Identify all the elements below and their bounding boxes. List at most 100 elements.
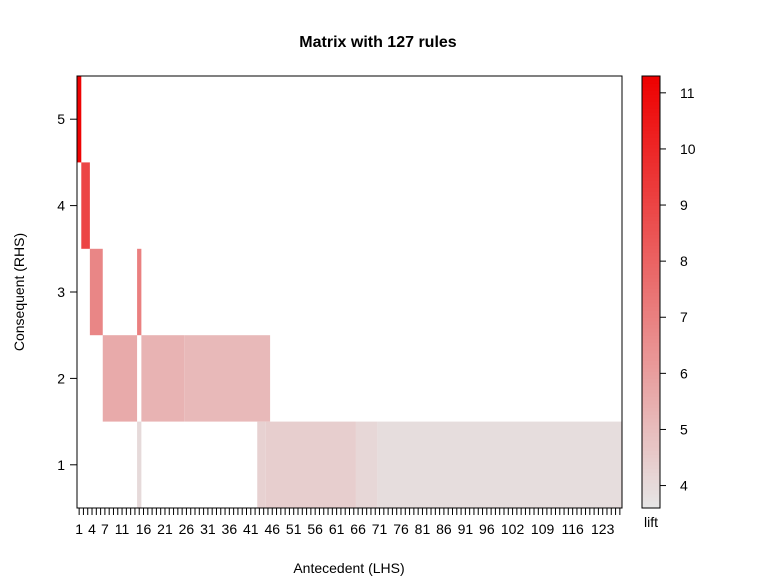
- legend-gradient-step: [642, 281, 660, 286]
- legend-tick-label: 8: [680, 253, 688, 269]
- legend-gradient-step: [642, 342, 660, 347]
- legend-gradient-step: [642, 241, 660, 246]
- legend-gradient-step: [642, 94, 660, 99]
- legend-gradient-step: [642, 151, 660, 156]
- legend-gradient-step: [642, 457, 660, 462]
- legend-gradient-step: [642, 205, 660, 210]
- x-tick-label: 102: [501, 521, 525, 537]
- heatmap-cells: [77, 76, 622, 508]
- legend-gradient-step: [642, 86, 660, 91]
- heatmap-cell: [355, 421, 378, 508]
- legend-gradient-step: [642, 216, 660, 221]
- legend-gradient-step: [642, 454, 660, 459]
- x-tick-label: 16: [136, 521, 152, 537]
- legend-gradient-step: [642, 400, 660, 405]
- legend-gradient-step: [642, 443, 660, 448]
- x-tick-label: 56: [307, 521, 323, 537]
- legend-gradient-step: [642, 227, 660, 232]
- legend-gradient-step: [642, 122, 660, 127]
- heatmap-cell: [89, 248, 103, 336]
- legend-gradient-step: [642, 104, 660, 109]
- legend-gradient-step: [642, 374, 660, 379]
- y-tick-label: 3: [57, 284, 65, 300]
- legend-gradient-step: [642, 76, 660, 81]
- heatmap-cell: [77, 76, 82, 163]
- legend-gradient-step: [642, 346, 660, 351]
- legend-gradient-step: [642, 418, 660, 423]
- legend-gradient-step: [642, 133, 660, 138]
- legend-tick-label: 10: [680, 141, 696, 157]
- legend-gradient-step: [642, 169, 660, 174]
- heatmap-cell: [257, 421, 266, 508]
- legend-tick-label: 4: [680, 478, 688, 494]
- legend-gradient-step: [642, 230, 660, 235]
- legend-gradient-step: [642, 83, 660, 88]
- legend-gradient-step: [642, 155, 660, 160]
- legend-gradient-step: [642, 335, 660, 340]
- x-tick-label: 123: [591, 521, 615, 537]
- legend-gradient-step: [642, 385, 660, 390]
- y-axis: 1 2 3 4 5: [57, 111, 77, 473]
- x-tick-label: 31: [200, 521, 216, 537]
- x-tick-label: 86: [436, 521, 452, 537]
- legend-gradient-step: [642, 292, 660, 297]
- legend-gradient-step: [642, 392, 660, 397]
- legend-gradient-step: [642, 446, 660, 451]
- legend-gradient-step: [642, 158, 660, 163]
- legend-gradient-step: [642, 295, 660, 300]
- x-tick-label: 46: [264, 521, 280, 537]
- legend-gradient-step: [642, 320, 660, 325]
- legend-gradient-step: [642, 479, 660, 484]
- legend-gradient-step: [642, 425, 660, 430]
- legend-gradient-step: [642, 450, 660, 455]
- legend-gradient-step: [642, 497, 660, 502]
- legend-gradient-step: [642, 306, 660, 311]
- legend-gradient-step: [642, 187, 660, 192]
- y-axis-title: Consequent (RHS): [11, 233, 27, 351]
- heatmap-cell: [102, 335, 138, 422]
- legend-gradient-step: [642, 259, 660, 264]
- legend-gradient-step: [642, 194, 660, 199]
- legend-gradient-step: [642, 396, 660, 401]
- heatmap-cell: [377, 421, 622, 508]
- legend-gradient-step: [642, 97, 660, 102]
- legend-gradient-step: [642, 198, 660, 203]
- legend-gradient-step: [642, 252, 660, 257]
- x-tick-label: 1: [75, 521, 83, 537]
- legend-gradient-step: [642, 234, 660, 239]
- legend-gradient-step: [642, 324, 660, 329]
- legend-gradient-step: [642, 371, 660, 376]
- legend-gradient-step: [642, 353, 660, 358]
- legend-gradient-step: [642, 248, 660, 253]
- legend-gradient-step: [642, 223, 660, 228]
- heatmap-cell: [137, 421, 142, 508]
- legend-gradient-step: [642, 144, 660, 149]
- legend-gradient-step: [642, 284, 660, 289]
- legend-gradient-step: [642, 266, 660, 271]
- legend-gradient-step: [642, 338, 660, 343]
- legend-gradient-step: [642, 238, 660, 243]
- legend-gradient-step: [642, 432, 660, 437]
- legend-gradient-step: [642, 101, 660, 106]
- x-tick-label: 116: [561, 521, 584, 537]
- legend-gradient-step: [642, 356, 660, 361]
- legend-gradient-step: [642, 137, 660, 142]
- legend-gradient-step: [642, 472, 660, 477]
- x-tick-label: 4: [88, 521, 96, 537]
- heatmap-cell: [137, 248, 142, 336]
- legend-tick-label: 7: [680, 309, 688, 325]
- legend-gradient-step: [642, 108, 660, 113]
- legend-gradient-step: [642, 299, 660, 304]
- legend-gradient-step: [642, 148, 660, 153]
- legend-gradient-step: [642, 166, 660, 171]
- legend-gradient-step: [642, 436, 660, 441]
- legend-gradient-step: [642, 428, 660, 433]
- legend-gradient-step: [642, 410, 660, 415]
- y-tick-label: 1: [57, 457, 65, 473]
- legend-gradient-step: [642, 317, 660, 322]
- heatmap-cell: [265, 421, 356, 508]
- legend-gradient-step: [642, 191, 660, 196]
- legend-gradient-step: [642, 140, 660, 145]
- heatmap-cell: [184, 335, 271, 422]
- legend-gradient-step: [642, 500, 660, 505]
